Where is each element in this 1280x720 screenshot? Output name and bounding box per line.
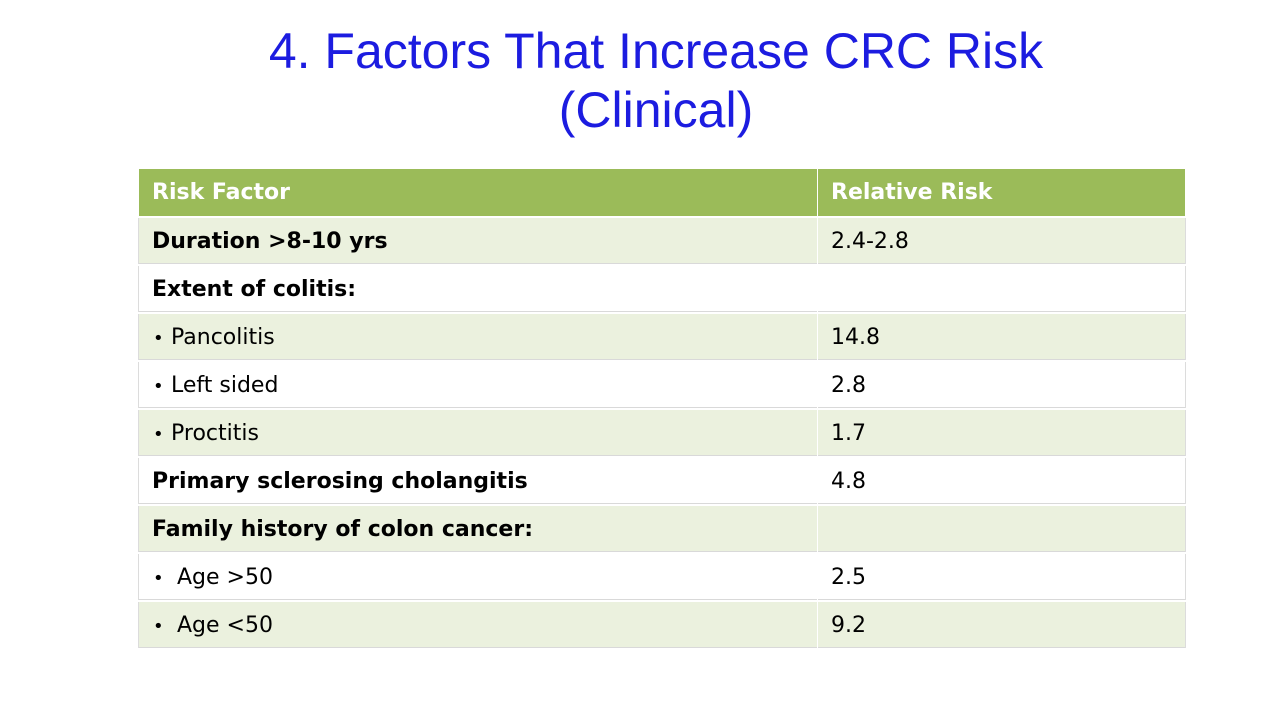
bullet-icon: • <box>153 327 164 349</box>
table-header-row: Risk Factor Relative Risk <box>138 168 1186 218</box>
risk-factor-cell: • Age <50 <box>138 600 818 648</box>
risk-factor-cell: • Left sided <box>138 360 818 409</box>
table-row: Family history of colon cancer: <box>138 504 1186 553</box>
relative-risk-cell: 14.8 <box>817 312 1186 361</box>
table-row: • Age >50 2.5 <box>138 552 1186 601</box>
relative-risk-cell: 1.7 <box>817 408 1186 457</box>
risk-factor-label: Left sided <box>171 372 279 398</box>
relative-risk-cell: 2.8 <box>817 360 1186 409</box>
table-row: Primary sclerosing cholangitis 4.8 <box>138 456 1186 505</box>
table-row: • Pancolitis 14.8 <box>138 312 1186 361</box>
relative-risk-cell: 2.4-2.8 <box>817 216 1186 265</box>
bullet-icon: • <box>153 375 164 397</box>
risk-factor-cell: Duration >8-10 yrs <box>138 216 818 265</box>
relative-risk-cell <box>817 504 1186 553</box>
slide-title-line-2: (Clinical) <box>558 82 754 138</box>
table-row: • Proctitis 1.7 <box>138 408 1186 457</box>
bullet-icon: • <box>153 615 164 637</box>
bullet-icon: • <box>153 567 164 589</box>
risk-factor-cell: • Pancolitis <box>138 312 818 361</box>
table-row: • Left sided 2.8 <box>138 360 1186 409</box>
relative-risk-cell: 4.8 <box>817 456 1186 505</box>
table-row: Duration >8-10 yrs 2.4-2.8 <box>138 216 1186 265</box>
slide-title: 4. Factors That Increase CRC Risk (Clini… <box>0 22 1280 140</box>
risk-factor-cell: • Proctitis <box>138 408 818 457</box>
risk-factor-label: Proctitis <box>171 420 259 446</box>
relative-risk-cell <box>817 264 1186 313</box>
risk-factor-label: Age <50 <box>177 612 273 638</box>
table-row: • Age <50 9.2 <box>138 600 1186 648</box>
risk-factor-cell: Family history of colon cancer: <box>138 504 818 553</box>
risk-factor-cell: Extent of colitis: <box>138 264 818 313</box>
table-row: Extent of colitis: <box>138 264 1186 313</box>
header-risk-factor: Risk Factor <box>138 168 818 218</box>
risk-factor-cell: Primary sclerosing cholangitis <box>138 456 818 505</box>
risk-factor-label: Pancolitis <box>171 324 275 350</box>
risk-factor-label: Age >50 <box>177 564 273 590</box>
bullet-icon: • <box>153 423 164 445</box>
slide-title-line-1: 4. Factors That Increase CRC Risk <box>268 23 1044 79</box>
header-relative-risk: Relative Risk <box>817 168 1186 218</box>
relative-risk-cell: 2.5 <box>817 552 1186 601</box>
risk-factor-table: Risk Factor Relative Risk Duration >8-10… <box>138 168 1186 648</box>
relative-risk-cell: 9.2 <box>817 600 1186 648</box>
risk-factor-cell: • Age >50 <box>138 552 818 601</box>
